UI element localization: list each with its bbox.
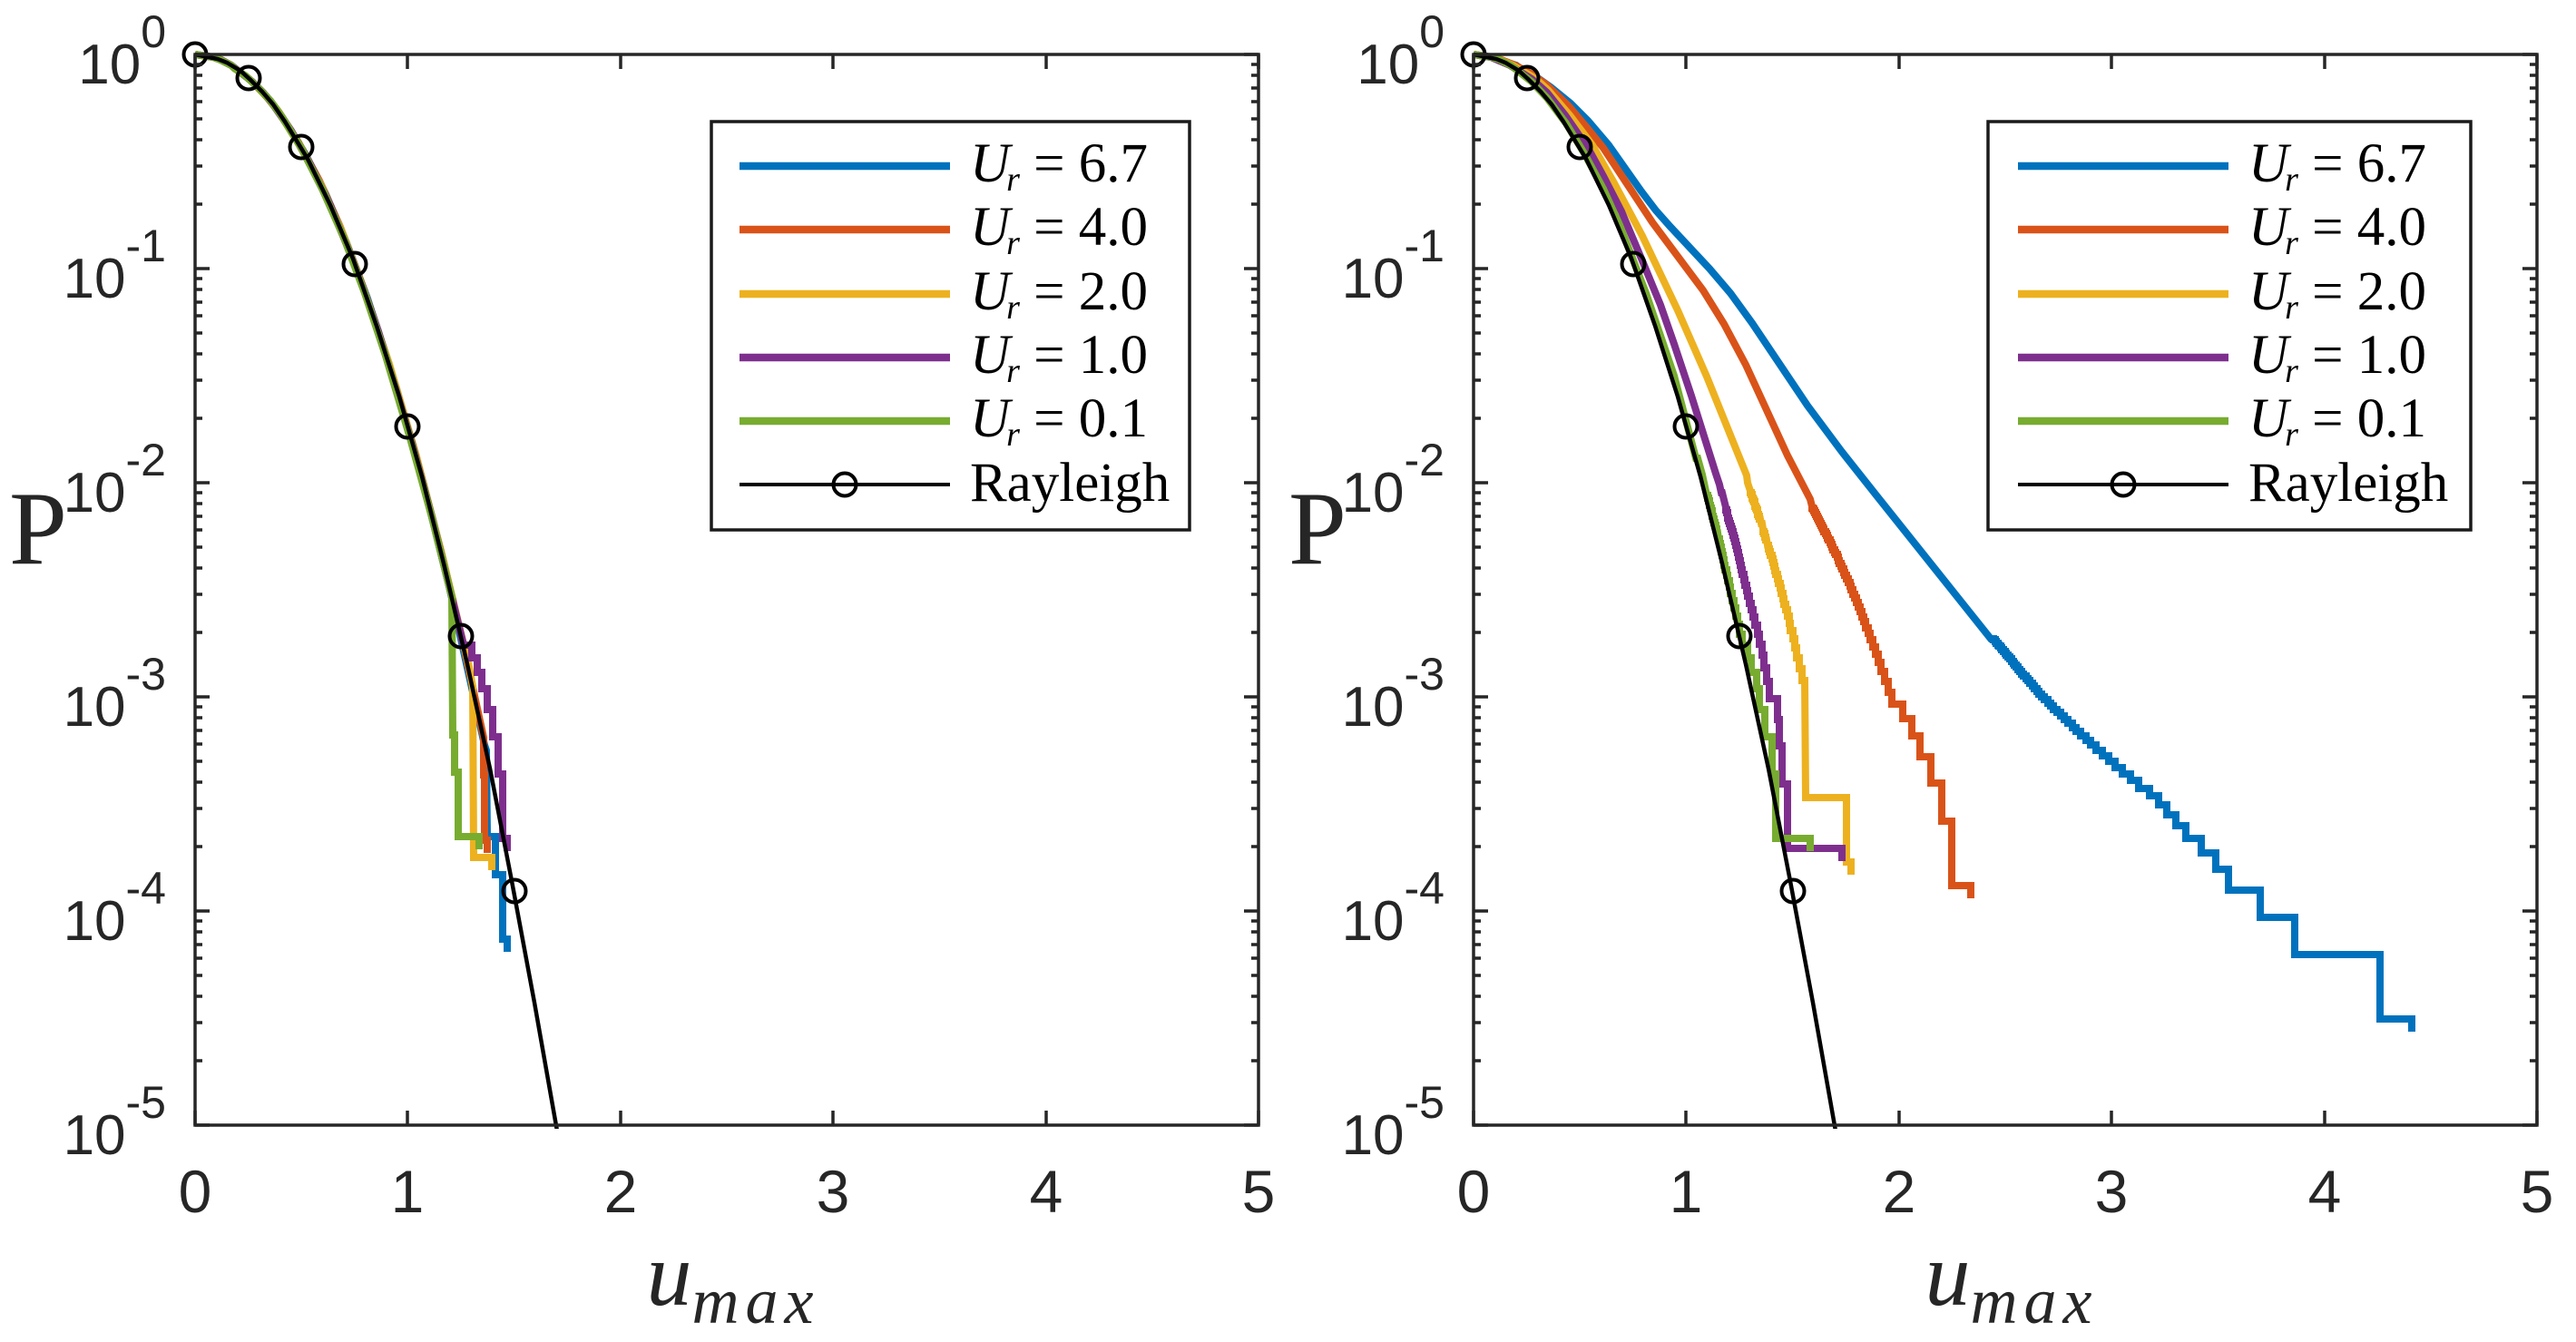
svg-text:P: P <box>1288 471 1347 586</box>
svg-text:4: 4 <box>2308 1158 2342 1225</box>
svg-text:P: P <box>9 471 67 586</box>
svg-text:5: 5 <box>1242 1158 1276 1225</box>
svg-text:1: 1 <box>1670 1158 1703 1225</box>
svg-text:3: 3 <box>817 1158 850 1225</box>
svg-text:Rayleigh: Rayleigh <box>970 453 1170 514</box>
svg-text:0: 0 <box>1457 1158 1491 1225</box>
svg-text:3: 3 <box>2095 1158 2129 1225</box>
svg-text:1: 1 <box>391 1158 425 1225</box>
svg-text:Rayleigh: Rayleigh <box>2248 453 2448 514</box>
svg-text:5: 5 <box>2521 1158 2554 1225</box>
svg-text:Ur = 0.1: Ur = 0.1 <box>2248 388 2426 454</box>
svg-text:Ur = 4.0: Ur = 4.0 <box>970 197 1148 262</box>
svg-text:2: 2 <box>604 1158 638 1225</box>
svg-text:0: 0 <box>179 1158 212 1225</box>
svg-text:Ur = 6.7: Ur = 6.7 <box>2248 133 2426 199</box>
svg-text:2: 2 <box>1883 1158 1916 1225</box>
svg-text:Ur = 2.0: Ur = 2.0 <box>2248 261 2426 327</box>
svg-text:4: 4 <box>1030 1158 1063 1225</box>
svg-text:Ur = 1.0: Ur = 1.0 <box>970 325 1148 390</box>
svg-text:Ur = 1.0: Ur = 1.0 <box>2248 325 2426 390</box>
svg-text:Ur = 0.1: Ur = 0.1 <box>970 388 1148 454</box>
svg-text:Ur = 4.0: Ur = 4.0 <box>2248 197 2426 262</box>
svg-text:Ur = 6.7: Ur = 6.7 <box>970 133 1148 199</box>
svg-text:Ur = 2.0: Ur = 2.0 <box>970 261 1148 327</box>
